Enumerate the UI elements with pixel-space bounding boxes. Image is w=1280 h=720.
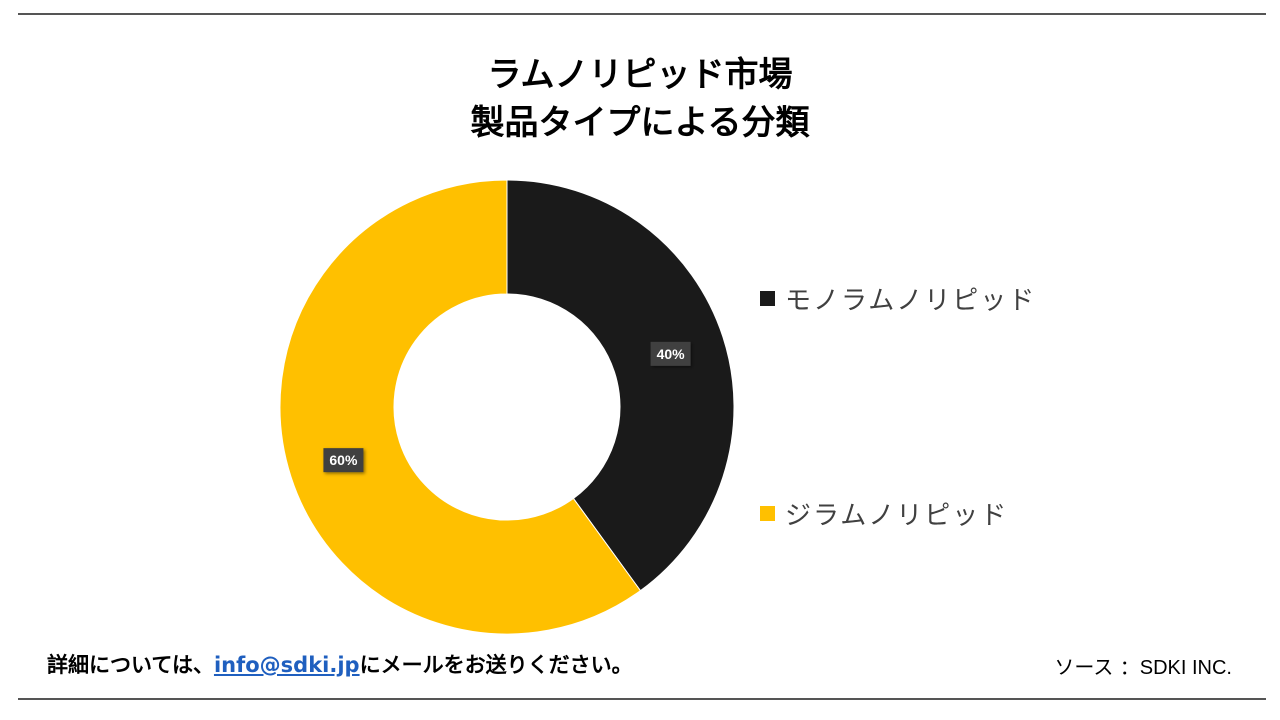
email-link[interactable]: info@sdki.jp xyxy=(213,653,360,677)
legend-label-monorhamnolipid: モノラムノリピッド xyxy=(785,286,1037,316)
chart-title-line2: 製品タイプによる分類 xyxy=(470,103,810,143)
data-label-monorhamnolipid: 40% xyxy=(650,341,691,366)
legend-swatch-monorhamnolipid xyxy=(760,291,775,306)
legend-swatch-dirhamnolipid xyxy=(760,506,775,521)
chart-title-line1: ラムノリピッド市場 xyxy=(487,55,793,95)
slice-monorhamnolipid xyxy=(506,179,735,592)
contact-note-prefix: 詳細については、 xyxy=(47,653,214,677)
data-label-monorhamnolipid-text: 40% xyxy=(657,346,686,362)
source-credit: ソース ：SDKI INC. xyxy=(1054,653,1232,682)
source-label: ソース ： xyxy=(1054,655,1140,679)
legend-item-monorhamnolipid: モノラムノリピッド xyxy=(760,280,1036,317)
contact-note: 詳細については、info@sdki.jpにメールをお送りください。 xyxy=(47,650,633,680)
contact-note-suffix: にメールをお送りください。 xyxy=(359,653,633,677)
top-divider xyxy=(18,13,1266,15)
data-label-dirhamnolipid: 60% xyxy=(323,448,364,473)
legend-label-dirhamnolipid: ジラムノリピッド xyxy=(785,501,1009,531)
source-value: SDKI INC. xyxy=(1139,657,1232,679)
legend-item-dirhamnolipid: ジラムノリピッド xyxy=(760,495,1008,532)
bottom-divider xyxy=(18,698,1266,700)
data-label-dirhamnolipid-text: 60% xyxy=(329,452,358,468)
slice-dirhamnolipid xyxy=(279,179,642,635)
